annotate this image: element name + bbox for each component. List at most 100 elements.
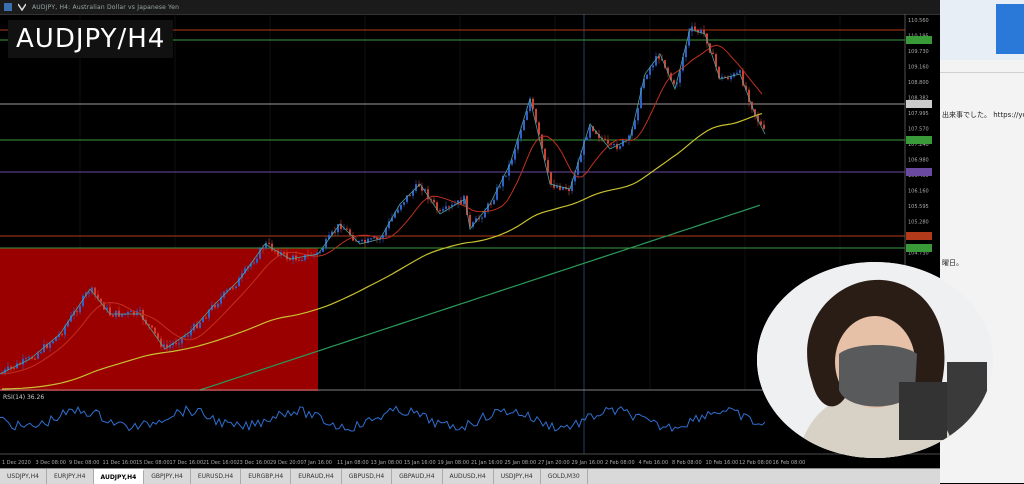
time-tick-label: 17 Dec 16:00 (170, 460, 204, 466)
candle-body (148, 324, 150, 326)
price-tick-label: 109.160 (908, 65, 929, 71)
candle-body (658, 56, 660, 59)
candle-body (259, 247, 261, 259)
candle-body (700, 30, 702, 33)
candle-body (64, 326, 66, 335)
candle-body (421, 186, 423, 191)
candle-body (352, 235, 354, 241)
candle-body (256, 258, 258, 263)
candle-body (607, 139, 609, 144)
price-tick-label: 105.280 (908, 220, 929, 226)
price-tick-label: 104.730 (908, 251, 929, 257)
price-tick-label: 108.382 (908, 96, 929, 102)
chart-tab[interactable]: AUDJPY,H4 (93, 469, 145, 484)
candle-body (673, 80, 675, 84)
candle-body (7, 366, 9, 370)
candle-body (136, 310, 138, 315)
candle-body (157, 333, 159, 339)
price-tick-label: 108.800 (908, 80, 929, 86)
chart-window-icon (4, 3, 12, 11)
candle-body (367, 238, 369, 244)
candle-body (562, 187, 564, 190)
candle-body (763, 124, 765, 129)
candle-body (292, 255, 294, 260)
chart-tab[interactable]: GOLD,M30 (541, 469, 588, 484)
candle-body (346, 228, 348, 230)
chart-tab[interactable]: USDJPY,H4 (0, 469, 47, 484)
candle-body (364, 239, 366, 244)
candle-body (694, 26, 696, 30)
price-tick-label: 107.240 (908, 142, 929, 148)
candle-body (130, 311, 132, 313)
candle-body (217, 303, 219, 308)
time-tick-label: 1 Dec 2020 (2, 460, 31, 466)
candle-body (652, 65, 654, 68)
candle-body (232, 287, 234, 289)
video-overlay-title: AUDJPY/H4 (8, 20, 174, 58)
candle-body (316, 252, 318, 255)
candle-body (319, 251, 321, 253)
chart-title-text: AUDJPY, H4: Australian Dollar vs Japanes… (32, 3, 180, 11)
candle-body (640, 87, 642, 109)
mt4-chart-window: AUDJPY, H4: Australian Dollar vs Japanes… (0, 0, 940, 484)
time-tick-label: 11 Dec 16:00 (103, 460, 137, 466)
candle-body (544, 148, 546, 161)
candle-body (727, 77, 729, 80)
candle-body (214, 305, 216, 308)
candle-body (502, 175, 504, 187)
chart-tab[interactable]: EURUSD,H4 (191, 469, 242, 484)
candle-body (535, 108, 537, 123)
candle-body (28, 357, 30, 359)
candle-body (331, 231, 333, 236)
candle-body (67, 321, 69, 327)
candle-body (175, 342, 177, 344)
chart-tab[interactable]: EURGBP,H4 (241, 469, 292, 484)
candle-body (334, 231, 336, 233)
candle-body (706, 33, 708, 44)
candle-body (274, 250, 276, 252)
candle-body (592, 126, 594, 132)
candle-body (433, 199, 435, 203)
candle-body (271, 243, 273, 251)
candle-body (616, 143, 618, 149)
candle-body (529, 98, 531, 112)
candle-body (649, 67, 651, 75)
candle-body (574, 174, 576, 182)
chart-tab[interactable]: USDJPY,H4 (494, 469, 541, 484)
candle-body (22, 358, 24, 365)
candle-body (526, 111, 528, 120)
chart-tab[interactable]: GBPJPY,H4 (144, 469, 191, 484)
price-level-tag (906, 136, 932, 144)
candle-body (760, 121, 762, 125)
candle-body (553, 184, 555, 188)
candle-body (403, 202, 405, 205)
candle-body (469, 214, 471, 227)
candle-body (238, 277, 240, 287)
price-chart[interactable]: RSI(14) 36.26 110.560110.195109.730109.1… (0, 14, 940, 468)
candle-body (79, 305, 81, 313)
candle-body (508, 164, 510, 176)
price-level-tag (906, 244, 932, 252)
candle-body (631, 129, 633, 136)
candle-body (442, 208, 444, 211)
chart-tab[interactable]: EURJPY,H4 (47, 469, 94, 484)
candle-body (172, 342, 174, 346)
time-tick-label: 16 Feb 08:00 (773, 460, 806, 466)
candle-body (253, 262, 255, 264)
side-panel-blue-button[interactable] (996, 4, 1024, 54)
chart-tab[interactable]: AUDUSD,H4 (443, 469, 494, 484)
candle-body (337, 224, 339, 233)
time-tick-label: 15 Jan 16:00 (404, 460, 436, 466)
candle-body (628, 135, 630, 141)
price-level-tag (906, 168, 932, 176)
candle-body (412, 190, 414, 196)
candle-body (169, 345, 171, 348)
chart-tab[interactable]: EURAUD,H4 (291, 469, 342, 484)
candle-body (571, 181, 573, 192)
candle-body (688, 31, 690, 46)
price-axis: 110.560110.195109.730109.160108.800108.3… (906, 18, 932, 257)
moving-average-fast (1, 44, 763, 375)
candle-body (520, 130, 522, 139)
chart-tab[interactable]: GBPUSD,H4 (342, 469, 393, 484)
chart-tab[interactable]: GBPAUD,H4 (392, 469, 443, 484)
